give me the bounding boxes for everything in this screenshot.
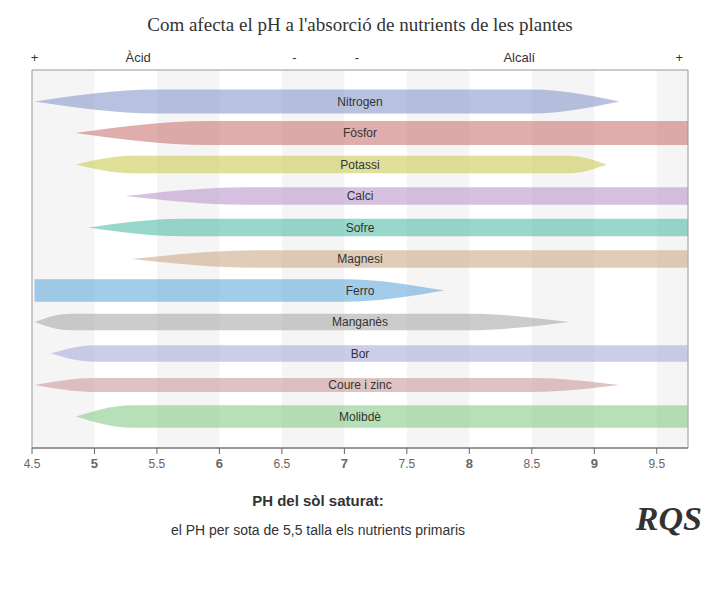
svg-text:Fòsfor: Fòsfor bbox=[343, 126, 377, 140]
svg-text:5: 5 bbox=[91, 456, 98, 471]
svg-text:9.5: 9.5 bbox=[648, 457, 665, 471]
svg-text:-: - bbox=[292, 50, 296, 65]
svg-text:8: 8 bbox=[466, 456, 473, 471]
svg-text:+: + bbox=[31, 50, 39, 65]
svg-text:Potassi: Potassi bbox=[340, 158, 379, 172]
svg-text:6.5: 6.5 bbox=[274, 457, 291, 471]
svg-text:Nitrogen: Nitrogen bbox=[337, 95, 382, 109]
svg-text:Alcalí: Alcalí bbox=[503, 50, 535, 65]
html-text:RQS: RQS bbox=[635, 500, 702, 537]
svg-text:Àcid: Àcid bbox=[126, 50, 151, 65]
svg-text:-: - bbox=[355, 50, 359, 65]
svg-text:7: 7 bbox=[341, 456, 348, 471]
svg-text:Ferro: Ferro bbox=[346, 284, 375, 298]
svg-text:9: 9 bbox=[591, 456, 598, 471]
svg-text:Sofre: Sofre bbox=[346, 221, 375, 235]
html-text:el PH per sota de 5,5 talla el: el PH per sota de 5,5 talla els nutrient… bbox=[170, 522, 466, 538]
svg-text:Calci: Calci bbox=[347, 189, 374, 203]
svg-text:Coure i zinc: Coure i zinc bbox=[328, 378, 391, 392]
svg-text:8.5: 8.5 bbox=[523, 457, 540, 471]
svg-text:5.5: 5.5 bbox=[149, 457, 166, 471]
svg-text:4.5: 4.5 bbox=[24, 457, 41, 471]
html-text:PH del sòl saturat:: PH del sòl saturat: bbox=[252, 492, 384, 509]
svg-text:Manganès: Manganès bbox=[332, 315, 388, 329]
svg-text:+: + bbox=[675, 50, 683, 65]
svg-text:Molibdè: Molibdè bbox=[339, 410, 381, 424]
svg-text:6: 6 bbox=[216, 456, 223, 471]
svg-text:Magnesi: Magnesi bbox=[337, 252, 382, 266]
html-text:Com afecta el pH a l'absorció: Com afecta el pH a l'absorció de nutrien… bbox=[147, 14, 573, 35]
svg-text:7.5: 7.5 bbox=[399, 457, 416, 471]
svg-text:Bor: Bor bbox=[351, 347, 370, 361]
